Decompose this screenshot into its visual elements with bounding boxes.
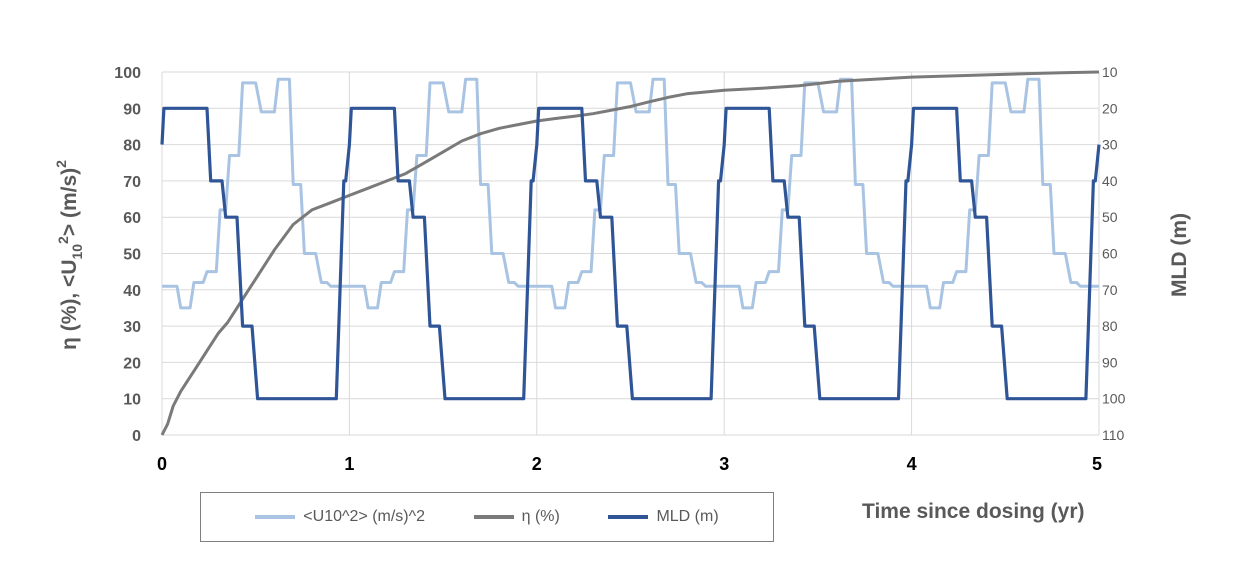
x-tick-label: 5: [1092, 454, 1102, 474]
y-left-tick-label: 30: [123, 319, 141, 336]
x-tick-label: 0: [157, 454, 167, 474]
y-right-tick-label: 50: [1102, 209, 1118, 225]
series-line-wind: [162, 77, 1099, 310]
y-left-tick-label: 100: [114, 65, 141, 82]
x-tick-label: 2: [532, 454, 542, 474]
legend-item-eta: η (%): [473, 508, 560, 526]
legend-label-eta: η (%): [521, 508, 560, 525]
series-lines: [160, 70, 1101, 436]
legend-swatch-mld: [608, 515, 649, 519]
y-right-tick-label: 100: [1102, 391, 1126, 407]
legend-label-mld: MLD (m): [656, 508, 719, 525]
x-tick-label: 4: [907, 454, 917, 474]
y-left-tick-label: 70: [123, 174, 141, 191]
x-tick-label: 3: [719, 454, 729, 474]
y-left-tick-label: 90: [123, 101, 141, 118]
legend-swatch-wind: [255, 515, 296, 519]
series-line-eta: [160, 70, 1100, 436]
y-right-tick-label: 90: [1102, 354, 1118, 370]
x-axis-title: Time since dosing (yr): [862, 500, 1085, 523]
legend: <U10^2> (m/s)^2 η (%) MLD (m): [200, 492, 774, 542]
y-right-tick-label: 40: [1102, 173, 1118, 189]
x-tick-label: 1: [344, 454, 354, 474]
y-axis-right-title: MLD (m): [1168, 213, 1191, 297]
y-left-tick-label: 80: [123, 138, 141, 155]
legend-item-mld: MLD (m): [608, 508, 719, 526]
y-right-tick-label: 60: [1102, 246, 1118, 262]
y-right-tick-label: 20: [1102, 100, 1118, 116]
y-left-tick-label: 60: [123, 210, 141, 227]
y-left-tick-label: 0: [132, 428, 141, 445]
y-right-tick-label: 110: [1102, 427, 1125, 443]
legend-swatch-eta: [473, 515, 514, 519]
y-right-tick-label: 70: [1102, 282, 1118, 298]
y-left-tick-label: 50: [123, 247, 141, 264]
y-right-tick-label: 10: [1102, 64, 1118, 80]
y-axis-left-title: η (%), <U102> (m/s)2: [53, 160, 85, 350]
y-right-tick-label: 30: [1102, 137, 1118, 153]
y-right-tick-label: 80: [1102, 318, 1118, 334]
y-left-tick-label: 40: [123, 283, 141, 300]
legend-item-wind: <U10^2> (m/s)^2: [255, 508, 425, 526]
series-line-mld: [160, 106, 1101, 401]
legend-label-wind: <U10^2> (m/s)^2: [303, 508, 426, 525]
y-left-tick-label: 20: [123, 355, 141, 372]
y-left-tick-label: 10: [123, 392, 141, 409]
